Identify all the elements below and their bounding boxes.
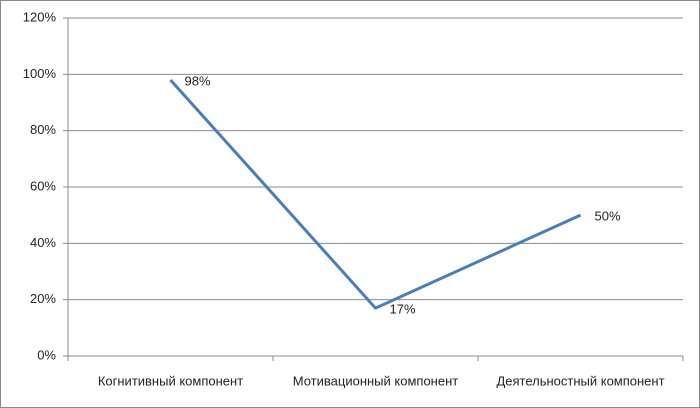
data-label: 50%	[595, 209, 621, 224]
y-tick-label: 100%	[23, 66, 57, 81]
y-tick-label: 80%	[30, 122, 56, 137]
x-tick-label: Когнитивный компонент	[98, 373, 243, 388]
x-tick-label: Мотивационный компонент	[293, 373, 458, 388]
data-label: 17%	[390, 302, 416, 317]
data-label: 98%	[185, 73, 211, 88]
y-tick-label: 120%	[23, 9, 57, 24]
y-tick-label: 60%	[30, 178, 56, 193]
y-tick-label: 0%	[37, 347, 56, 362]
y-tick-label: 40%	[30, 235, 56, 250]
series-line	[169, 78, 582, 310]
y-tick-label: 20%	[30, 291, 56, 306]
x-tick-label: Деятельностный компонент	[496, 373, 664, 388]
